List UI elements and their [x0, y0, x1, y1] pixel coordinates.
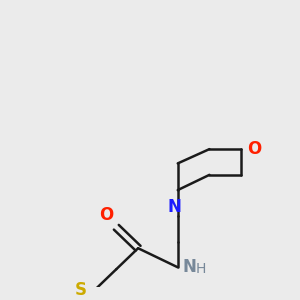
- Text: N: N: [183, 258, 196, 276]
- Text: O: O: [99, 206, 113, 224]
- Text: S: S: [75, 281, 87, 299]
- Text: H: H: [196, 262, 206, 276]
- Text: O: O: [247, 140, 261, 158]
- Text: N: N: [168, 198, 182, 216]
